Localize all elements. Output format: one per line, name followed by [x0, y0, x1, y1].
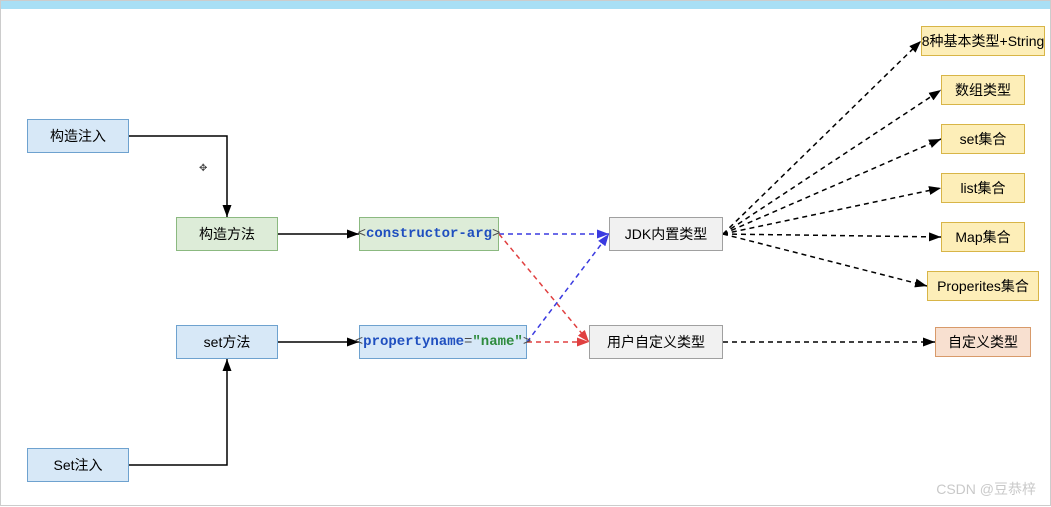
- node-t_map: Map集合: [941, 222, 1025, 252]
- edge-jdk_type-t_map: [723, 234, 941, 237]
- node-jdk_type: JDK内置类型: [609, 217, 723, 251]
- node-ctor_arg: <constructor-arg>: [359, 217, 499, 251]
- node-t_list: list集合: [941, 173, 1025, 203]
- edge-jdk_type-t_basic: [723, 41, 921, 234]
- node-t_custom: 自定义类型: [935, 327, 1031, 357]
- edge-jdk_type-t_prop: [723, 234, 927, 286]
- node-t_basic: 8种基本类型+String: [921, 26, 1045, 56]
- node-user_type: 用户自定义类型: [589, 325, 723, 359]
- edge-inject_set-set_method: [129, 359, 227, 465]
- edge-inject_ctor-ctor_method: [129, 136, 227, 217]
- diagram-canvas: 构造注入 Set注入 构造方法 set方法 <constructor-arg> <prop…: [0, 0, 1051, 506]
- edge-jdk_type-t_array: [723, 90, 941, 234]
- watermark: CSDN @豆恭梓: [936, 479, 1036, 499]
- node-property: <property name="name">: [359, 325, 527, 359]
- node-t_array: 数组类型: [941, 75, 1025, 105]
- node-inject_set: Set注入: [27, 448, 129, 482]
- node-ctor_method: 构造方法: [176, 217, 278, 251]
- node-t_set: set集合: [941, 124, 1025, 154]
- edge-jdk_type-t_list: [723, 188, 941, 234]
- edges-layer: [1, 1, 1051, 507]
- node-t_prop: Properites集合: [927, 271, 1039, 301]
- node-set_method: set方法: [176, 325, 278, 359]
- node-inject_ctor: 构造注入: [27, 119, 129, 153]
- topbar: [1, 1, 1050, 9]
- edge-jdk_type-t_set: [723, 139, 941, 234]
- cursor-icon: ✥: [199, 163, 207, 174]
